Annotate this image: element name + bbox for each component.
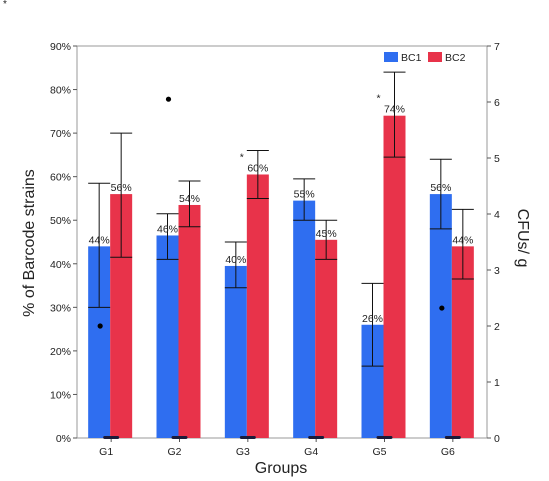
data-label: 56% — [111, 182, 132, 194]
y-right-tick-label: 3 — [494, 265, 500, 277]
significance-mark: * — [240, 151, 244, 163]
bar-bc2 — [315, 239, 338, 438]
y-right-tick-label: 6 — [494, 97, 500, 109]
y-tick-label: 60% — [50, 172, 71, 184]
x-axis-title: Groups — [255, 460, 307, 477]
bar-bc2 — [451, 246, 474, 438]
bar-bc1 — [224, 265, 247, 438]
data-label: 54% — [179, 193, 200, 205]
plot-frame — [76, 45, 488, 439]
data-label: 60% — [247, 162, 268, 174]
y-right-tick-label: 1 — [494, 377, 500, 389]
baseline-marker — [444, 436, 461, 439]
data-label: 74% — [384, 104, 405, 116]
significance-mark: * — [376, 93, 380, 105]
legend-swatch-bc2 — [428, 52, 442, 62]
y-tick-label: 70% — [50, 128, 71, 140]
y-axis-title: % of Barcode strains — [21, 169, 38, 317]
bar-bc2 — [178, 204, 201, 438]
baseline-marker — [239, 436, 256, 439]
y-tick-label: 10% — [50, 389, 71, 401]
bar-bc2 — [246, 174, 269, 438]
corner-asterisk: * — [3, 0, 7, 10]
data-label: 55% — [294, 189, 315, 201]
baseline-marker — [103, 436, 120, 439]
data-label: 40% — [225, 254, 246, 266]
x-tick-label: G1 — [99, 446, 113, 458]
bar-bc1 — [293, 200, 316, 438]
data-label: 46% — [157, 223, 178, 235]
bar-bc2 — [383, 115, 406, 438]
y-tick-label: 80% — [50, 85, 71, 97]
baseline-marker — [171, 436, 188, 439]
data-label: 26% — [362, 313, 383, 325]
x-tick-label: G4 — [304, 446, 318, 458]
bar-bc1 — [429, 194, 452, 438]
legend-label-bc2: BC2 — [445, 52, 466, 64]
legend-label-bc1: BC1 — [401, 52, 422, 64]
data-label: 45% — [316, 228, 337, 240]
x-tick-label: G2 — [167, 446, 181, 458]
y-axis-right-title: CFUs/ g — [514, 209, 531, 268]
baseline-marker — [308, 436, 325, 439]
cfu-point — [439, 305, 445, 311]
bar-bc2 — [110, 194, 133, 438]
bar-bc1 — [156, 235, 179, 438]
baseline-marker — [376, 436, 393, 439]
cfu-point — [165, 96, 172, 102]
y-right-tick-label: 7 — [494, 41, 500, 53]
x-tick-label: G3 — [236, 446, 250, 458]
y-right-tick-label: 0 — [494, 433, 500, 445]
y-tick-label: 0% — [56, 433, 71, 445]
data-label: 44% — [452, 234, 473, 246]
cfu-point — [97, 323, 103, 329]
y-tick-label: 20% — [50, 346, 71, 358]
y-right-tick-label: 2 — [494, 321, 500, 333]
data-label: 56% — [430, 182, 451, 194]
y-tick-label: 40% — [50, 259, 71, 271]
y-right-tick-label: 4 — [494, 209, 500, 221]
bar-bc1 — [361, 324, 384, 438]
x-tick-label: G6 — [441, 446, 455, 458]
y-tick-label: 90% — [50, 41, 71, 53]
x-tick-label: G5 — [372, 446, 386, 458]
data-label: 44% — [89, 234, 110, 246]
y-right-tick-label: 5 — [494, 153, 500, 165]
y-tick-label: 50% — [50, 215, 71, 227]
bar-bc1 — [88, 246, 111, 438]
y-tick-label: 30% — [50, 302, 71, 314]
legend-swatch-bc1 — [384, 52, 398, 62]
